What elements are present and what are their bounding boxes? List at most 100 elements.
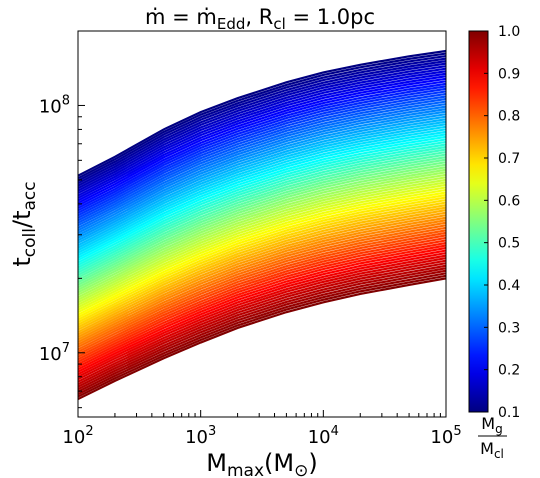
curve-series xyxy=(78,216,446,341)
curve-series xyxy=(78,277,446,401)
curve-series xyxy=(78,135,446,262)
curve-series xyxy=(78,156,446,281)
curve-series xyxy=(78,198,446,324)
cb-label-denominator: Mcl xyxy=(480,439,504,461)
curve-series xyxy=(78,171,446,296)
curve-series xyxy=(78,249,446,373)
ylabel-acc-sub: acc xyxy=(20,181,40,210)
curve-series xyxy=(78,54,446,182)
ylabel-t1: t xyxy=(8,257,36,266)
curve-series xyxy=(78,138,446,264)
title-sep: , R xyxy=(245,5,273,29)
curve-series xyxy=(78,176,446,301)
curve-series xyxy=(78,178,446,304)
x-axis-ticks: 102 103 104 105 xyxy=(62,410,462,448)
curve-series xyxy=(78,267,446,391)
curve-series xyxy=(78,196,446,321)
curve-series xyxy=(78,118,446,244)
curve-series xyxy=(78,65,446,192)
curve-series xyxy=(78,102,446,229)
curve-series xyxy=(78,224,446,348)
curve-series xyxy=(78,201,446,326)
xlabel-main: M xyxy=(206,449,227,477)
cb-label-num-sub: g xyxy=(495,422,503,436)
curve-series xyxy=(78,188,446,314)
colorbar-tick-label: 0.8 xyxy=(498,109,520,125)
curve-series xyxy=(78,272,446,396)
curve-series xyxy=(78,241,446,366)
curve-series xyxy=(78,209,446,334)
curve-family xyxy=(78,49,446,401)
curve-series xyxy=(78,49,446,177)
curve-series xyxy=(78,143,446,269)
curve-series xyxy=(78,203,446,329)
curve-series xyxy=(78,128,446,254)
curve-series xyxy=(78,239,446,363)
curve-series xyxy=(78,120,446,247)
curve-series xyxy=(78,226,446,351)
curve-series xyxy=(78,115,446,242)
curve-series xyxy=(78,254,446,378)
curve-series xyxy=(78,62,446,190)
curve-series xyxy=(78,257,446,381)
curve-series xyxy=(78,236,446,361)
chart-title: ṁ = ṁEdd, Rcl = 1.0pc xyxy=(145,5,375,33)
curve-series xyxy=(78,191,446,316)
colorbar-tick-label: 0.6 xyxy=(498,193,520,209)
colorbar xyxy=(468,30,489,413)
curve-series xyxy=(78,85,446,212)
y-axis-label: tcoll/tacc xyxy=(8,181,40,266)
curve-series xyxy=(78,264,446,388)
curve-series xyxy=(78,95,446,222)
colorbar-ticks: 0.1 0.2 0.3 0.4 0.5 0.6 0.7 0.8 0.9 1.0 xyxy=(484,24,520,421)
xlabel-sun-sub: ⊙ xyxy=(294,461,308,478)
curve-series xyxy=(78,123,446,249)
colorbar-tick-label: 0.7 xyxy=(498,151,520,167)
xlabel-tail: (M xyxy=(264,449,294,477)
curve-series xyxy=(78,125,446,252)
ylabel-slash: /t xyxy=(8,211,36,229)
colorbar-label: Mg Mcl xyxy=(478,414,507,461)
y-tick-label: 108 xyxy=(39,93,70,117)
colorbar-tick-label: 1.0 xyxy=(498,24,520,40)
curve-series xyxy=(78,211,446,336)
xlabel-sub: max xyxy=(227,461,264,478)
curve-series xyxy=(78,214,446,338)
curve-series xyxy=(78,166,446,291)
curve-series xyxy=(78,113,446,239)
curve-series xyxy=(78,219,446,343)
curve-series xyxy=(78,158,446,284)
plot-frame xyxy=(77,30,447,418)
curve-series xyxy=(78,163,446,289)
curve-series xyxy=(78,87,446,214)
curve-series xyxy=(78,145,446,271)
title-mdot: ṁ xyxy=(145,5,165,29)
colorbar-tick-label: 0.9 xyxy=(498,66,520,82)
curve-series xyxy=(78,110,446,237)
curve-series xyxy=(78,100,446,227)
curve-series xyxy=(78,153,446,279)
x-tick-label: 103 xyxy=(185,424,216,448)
x-axis-label: Mmax(M⊙) xyxy=(206,449,317,478)
curve-series xyxy=(78,77,446,204)
curve-series xyxy=(78,221,446,346)
curve-series xyxy=(78,133,446,259)
curve-series xyxy=(78,90,446,217)
curve-series xyxy=(78,108,446,234)
curve-series xyxy=(78,231,446,356)
x-tick-label: 105 xyxy=(430,424,461,448)
curve-series xyxy=(78,92,446,219)
xlabel-close: ) xyxy=(308,449,317,477)
curve-series xyxy=(78,259,446,383)
curve-series xyxy=(78,105,446,232)
curve-series xyxy=(78,183,446,309)
curve-series xyxy=(78,181,446,306)
colorbar-tick-label: 0.3 xyxy=(498,320,520,336)
curve-series xyxy=(78,251,446,376)
title-cl-sub: cl xyxy=(273,15,285,33)
curve-series xyxy=(78,148,446,274)
colorbar-tick-label: 0.4 xyxy=(498,278,520,294)
curve-series xyxy=(78,57,446,185)
curve-series xyxy=(78,186,446,311)
